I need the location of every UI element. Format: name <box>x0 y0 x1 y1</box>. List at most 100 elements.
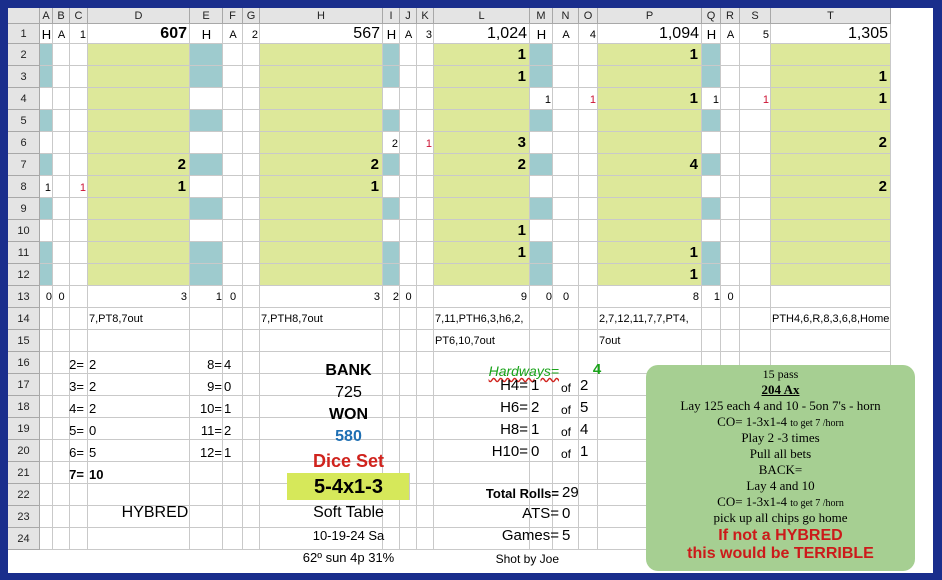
cell-l14[interactable] <box>434 308 530 330</box>
cell-o2[interactable] <box>579 44 598 66</box>
cell-k21[interactable] <box>417 462 434 484</box>
cell-k6[interactable] <box>417 132 434 154</box>
cell-g16[interactable] <box>243 352 260 374</box>
cell-f17[interactable] <box>223 374 243 396</box>
cell-f12[interactable] <box>223 264 243 286</box>
cell-l6[interactable] <box>434 132 530 154</box>
column-header-e[interactable]: E <box>190 8 223 24</box>
column-header-n[interactable]: N <box>553 8 579 24</box>
cell-i17[interactable] <box>383 374 400 396</box>
cell-o6[interactable] <box>579 132 598 154</box>
column-header-i[interactable]: I <box>383 8 400 24</box>
cell-s9[interactable] <box>740 198 771 220</box>
cell-m6[interactable] <box>530 132 553 154</box>
cell-k12[interactable] <box>417 264 434 286</box>
cell-a17[interactable] <box>40 374 53 396</box>
cell-e6[interactable] <box>190 132 223 154</box>
cell-m4[interactable] <box>530 88 553 110</box>
cell-s12[interactable] <box>740 264 771 286</box>
strategy-note[interactable]: 15 pass 204 Ax Lay 125 each 4 and 10 - 5… <box>646 365 915 571</box>
cell-e24[interactable] <box>190 528 223 550</box>
cell-l2[interactable] <box>434 44 530 66</box>
cell-m8[interactable] <box>530 176 553 198</box>
cell-i4[interactable] <box>383 88 400 110</box>
cell-j15[interactable] <box>400 330 417 352</box>
cell-d6[interactable] <box>88 132 190 154</box>
cell-c12[interactable] <box>70 264 88 286</box>
cell-m1[interactable] <box>530 24 553 44</box>
row-header-3[interactable]: 3 <box>8 66 40 88</box>
cell-t14[interactable] <box>771 308 891 330</box>
cell-r14[interactable] <box>721 308 740 330</box>
cell-q6[interactable] <box>702 132 721 154</box>
cell-i8[interactable] <box>383 176 400 198</box>
cell-n5[interactable] <box>553 110 579 132</box>
cell-n24[interactable] <box>553 528 579 550</box>
cell-k22[interactable] <box>417 484 434 506</box>
cell-q8[interactable] <box>702 176 721 198</box>
cell-f8[interactable] <box>223 176 243 198</box>
cell-e10[interactable] <box>190 220 223 242</box>
cell-o8[interactable] <box>579 176 598 198</box>
cell-o3[interactable] <box>579 66 598 88</box>
cell-i6[interactable] <box>383 132 400 154</box>
cell-q11[interactable] <box>702 242 721 264</box>
cell-t11[interactable] <box>771 242 891 264</box>
cell-m11[interactable] <box>530 242 553 264</box>
column-header-b[interactable]: B <box>53 8 70 24</box>
cell-b21[interactable] <box>53 462 70 484</box>
cell-o4[interactable] <box>579 88 598 110</box>
cell-d15[interactable] <box>88 330 190 352</box>
cell-a5[interactable] <box>40 110 53 132</box>
cell-q3[interactable] <box>702 66 721 88</box>
cell-b24[interactable] <box>53 528 70 550</box>
cell-p12[interactable] <box>598 264 702 286</box>
cell-m22[interactable] <box>530 484 553 506</box>
cell-c24[interactable] <box>70 528 88 550</box>
cell-j23[interactable] <box>400 506 417 528</box>
cell-a10[interactable] <box>40 220 53 242</box>
cell-o15[interactable] <box>579 330 598 352</box>
cell-b4[interactable] <box>53 88 70 110</box>
cell-f11[interactable] <box>223 242 243 264</box>
cell-e13[interactable] <box>190 286 223 308</box>
cell-k7[interactable] <box>417 154 434 176</box>
cell-g12[interactable] <box>243 264 260 286</box>
cell-a18[interactable] <box>40 396 53 418</box>
column-header-f[interactable]: F <box>223 8 243 24</box>
cell-c14[interactable] <box>70 308 88 330</box>
cell-b8[interactable] <box>53 176 70 198</box>
cell-g11[interactable] <box>243 242 260 264</box>
cell-j14[interactable] <box>400 308 417 330</box>
column-header-m[interactable]: M <box>530 8 553 24</box>
cell-q15[interactable] <box>702 330 721 352</box>
cell-g15[interactable] <box>243 330 260 352</box>
cell-c9[interactable] <box>70 198 88 220</box>
cell-e11[interactable] <box>190 242 223 264</box>
cell-k19[interactable] <box>417 418 434 440</box>
cell-o17[interactable] <box>579 374 598 396</box>
cell-g19[interactable] <box>243 418 260 440</box>
cell-h23[interactable] <box>260 506 383 528</box>
cell-t6[interactable] <box>771 132 891 154</box>
cell-f1[interactable] <box>223 24 243 44</box>
cell-s11[interactable] <box>740 242 771 264</box>
row-header-1[interactable]: 1 <box>8 24 40 44</box>
cell-g1[interactable] <box>243 24 260 44</box>
cell-r12[interactable] <box>721 264 740 286</box>
cell-b3[interactable] <box>53 66 70 88</box>
cell-q14[interactable] <box>702 308 721 330</box>
cell-a15[interactable] <box>40 330 53 352</box>
cell-n16[interactable] <box>553 352 579 374</box>
cell-j24[interactable] <box>400 528 417 550</box>
row-header-20[interactable]: 20 <box>8 440 40 462</box>
cell-c16[interactable] <box>70 352 88 374</box>
cell-b7[interactable] <box>53 154 70 176</box>
cell-t3[interactable] <box>771 66 891 88</box>
cell-d2[interactable] <box>88 44 190 66</box>
cell-j11[interactable] <box>400 242 417 264</box>
cell-a4[interactable] <box>40 88 53 110</box>
cell-m18[interactable] <box>530 396 553 418</box>
cell-h1[interactable] <box>260 24 383 44</box>
